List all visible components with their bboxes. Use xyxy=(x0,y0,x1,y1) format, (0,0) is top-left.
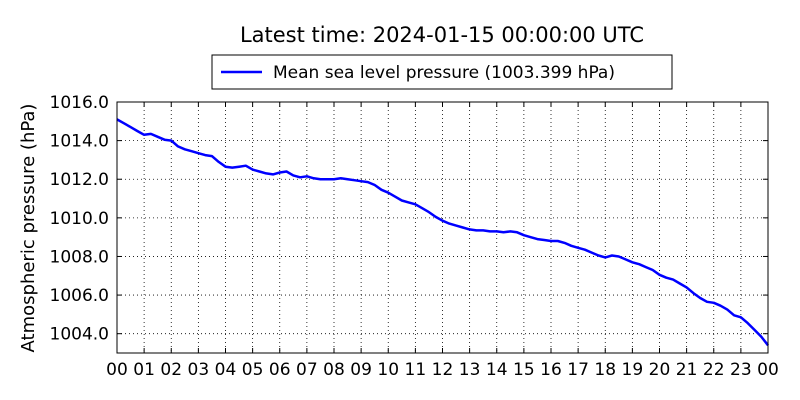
x-tick-label: 12 xyxy=(432,360,454,380)
x-tick-label: 21 xyxy=(676,360,698,380)
x-tick-label: 22 xyxy=(703,360,725,380)
x-tick-label: 00 xyxy=(757,360,779,380)
x-tick-label: 14 xyxy=(486,360,508,380)
x-tick-label: 15 xyxy=(513,360,535,380)
y-tick-labels: 1004.0 1006.0 1008.0 1010.0 1012.0 1014.0 1016… xyxy=(50,93,109,345)
x-tick-label: 03 xyxy=(188,360,210,380)
x-tick-label: 20 xyxy=(649,360,671,380)
series-line-mean-sea-level-pressure xyxy=(116,118,769,347)
y-tick-label: 1012.0 xyxy=(50,170,109,190)
x-tick-label: 10 xyxy=(377,360,399,380)
x-tick-label: 01 xyxy=(133,360,155,380)
x-tick-label: 08 xyxy=(323,360,345,380)
legend-entry-label: Mean sea level pressure (1003.399 hPa) xyxy=(273,63,615,83)
legend-box xyxy=(211,54,673,90)
x-tick-label: 04 xyxy=(215,360,237,380)
series-layer xyxy=(116,118,769,347)
x-tick-label: 07 xyxy=(296,360,318,380)
legend: Mean sea level pressure (1003.399 hPa) xyxy=(211,54,673,90)
y-tick-label: 1006.0 xyxy=(50,286,109,306)
x-tick-label: 18 xyxy=(594,360,616,380)
x-tick-labels: 00 01 02 03 04 05 06 07 08 09 10 11 12 13 14 15 16 17 18 19… xyxy=(106,360,779,380)
y-tick-label: 1008.0 xyxy=(50,247,109,267)
x-tick-label: 13 xyxy=(459,360,481,380)
x-tick-label: 19 xyxy=(622,360,644,380)
y-axis-label: Atmospheric pressure (hPa) xyxy=(18,104,39,353)
plot-frame xyxy=(116,101,769,354)
y-tick-label: 1004.0 xyxy=(50,325,109,345)
x-tick-label: 05 xyxy=(242,360,264,380)
x-tick-label: 02 xyxy=(160,360,182,380)
x-tick-label: 06 xyxy=(269,360,291,380)
y-tick-label: 1014.0 xyxy=(50,132,109,152)
y-tick-label: 1016.0 xyxy=(50,93,109,113)
y-tick-label: 1010.0 xyxy=(50,209,109,229)
x-tick-label: 16 xyxy=(540,360,562,380)
x-tick-label: 00 xyxy=(106,360,128,380)
tick-marks xyxy=(116,101,769,353)
x-tick-label: 23 xyxy=(730,360,752,380)
x-tick-label: 09 xyxy=(350,360,372,380)
chart-title: Latest time: 2024-01-15 00:00:00 UTC xyxy=(240,23,644,47)
x-tick-label: 17 xyxy=(567,360,589,380)
x-tick-label: 11 xyxy=(405,360,427,380)
